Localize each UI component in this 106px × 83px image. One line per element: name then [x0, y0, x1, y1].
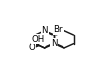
Text: N: N — [41, 26, 48, 35]
Text: Br: Br — [54, 25, 63, 34]
Text: O: O — [28, 43, 35, 52]
Text: OH: OH — [32, 35, 45, 44]
Text: N: N — [51, 39, 58, 48]
